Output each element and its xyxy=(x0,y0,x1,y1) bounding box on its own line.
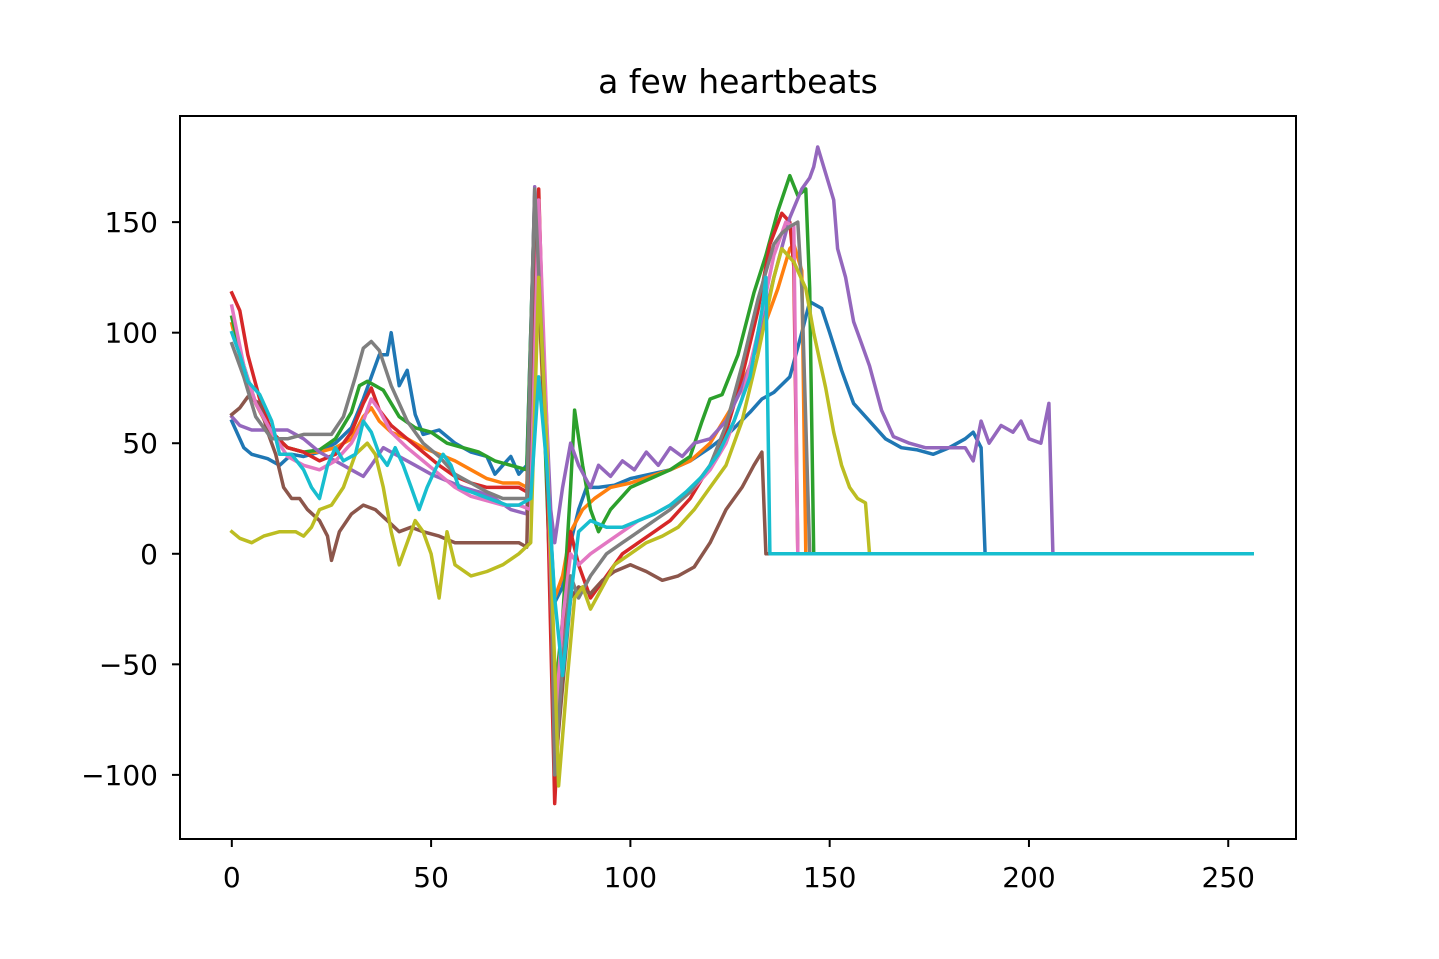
x-tick-label: 0 xyxy=(223,861,241,894)
x-tick-label: 50 xyxy=(413,861,449,894)
x-tick-label: 100 xyxy=(604,861,657,894)
chart-title: a few heartbeats xyxy=(598,62,878,101)
y-tick-label: −50 xyxy=(99,648,158,681)
series-layer xyxy=(229,145,1254,806)
series-line-1 xyxy=(229,198,1254,605)
y-tick-label: −100 xyxy=(81,759,158,792)
y-tick-label: 0 xyxy=(140,538,158,571)
plot-area-frame xyxy=(179,115,1297,840)
x-tick-label: 150 xyxy=(803,861,856,894)
y-tick-label: 150 xyxy=(105,206,158,239)
x-tick-label: 200 xyxy=(1002,861,1055,894)
series-line-10 xyxy=(229,275,1254,678)
series-line-6 xyxy=(229,198,1254,777)
series-line-8 xyxy=(229,187,1254,777)
y-tick-label: 100 xyxy=(105,317,158,350)
y-axis: −100 −50 0 50 100 150 xyxy=(81,206,180,792)
series-line-9 xyxy=(229,246,1254,788)
x-tick-label: 250 xyxy=(1202,861,1255,894)
y-tick-label: 50 xyxy=(122,427,158,460)
x-axis: 0 50 100 150 200 250 xyxy=(223,839,1255,894)
